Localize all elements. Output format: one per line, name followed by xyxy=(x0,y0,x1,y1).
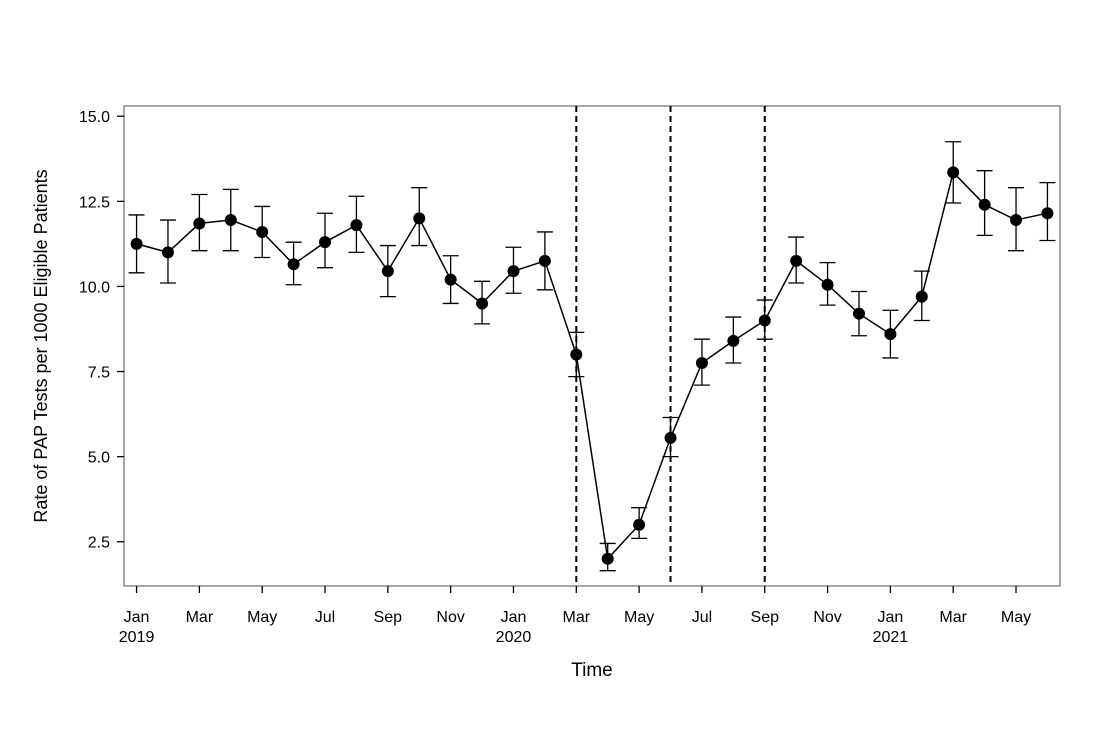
x-tick-label: Jan xyxy=(124,609,150,626)
x-tick-label: May xyxy=(247,609,277,626)
x-tick-label: May xyxy=(1001,609,1031,626)
x-tick-label: Mar xyxy=(939,609,967,626)
x-tick-label: Jul xyxy=(692,609,712,626)
y-tick-label: 7.5 xyxy=(88,365,110,382)
data-point xyxy=(319,236,332,249)
y-axis: 2.5 5.0 7.5 10.0 12.5 15.0 xyxy=(79,109,124,552)
x-tick-year-label: 2020 xyxy=(496,629,532,646)
x-tick-label: Sep xyxy=(751,609,780,626)
data-point xyxy=(695,357,708,370)
data-point xyxy=(413,212,426,225)
x-axis: Jan 2019 Mar May Jul Sep Nov Jan 2020 Mar May Jul Se… xyxy=(119,586,1031,646)
x-axis-label: Time xyxy=(571,660,613,681)
data-point xyxy=(224,214,237,227)
data-point xyxy=(350,219,363,232)
data-point xyxy=(476,297,489,310)
y-tick-label: 12.5 xyxy=(79,194,110,211)
data-point xyxy=(570,348,583,361)
plot-frame xyxy=(123,105,1061,587)
data-point xyxy=(1010,214,1023,227)
data-point xyxy=(727,334,740,347)
x-tick-label: Nov xyxy=(436,609,464,626)
data-point xyxy=(947,166,960,179)
data-point xyxy=(130,237,143,250)
x-tick-label: Jan xyxy=(501,609,527,626)
data-point xyxy=(821,278,834,291)
x-tick-year-label: 2021 xyxy=(873,629,909,646)
x-tick-label: Jul xyxy=(315,609,335,626)
data-point xyxy=(790,254,803,267)
data-point xyxy=(758,314,771,327)
data-point xyxy=(381,265,394,278)
data-point xyxy=(884,328,897,341)
data-point xyxy=(664,431,677,444)
data-point xyxy=(256,225,269,238)
data-point xyxy=(444,273,457,286)
data-point xyxy=(193,217,206,230)
data-point xyxy=(287,258,300,271)
data-point xyxy=(507,265,520,278)
data-point xyxy=(1041,207,1054,220)
y-tick-label: 2.5 xyxy=(88,535,110,552)
y-tick-label: 10.0 xyxy=(79,279,110,296)
x-tick-label: Nov xyxy=(813,609,841,626)
series-layer xyxy=(128,141,1056,572)
x-tick-year-label: 2019 xyxy=(119,629,155,646)
data-point xyxy=(978,198,991,211)
y-tick-label: 15.0 xyxy=(79,109,110,126)
x-tick-label: Mar xyxy=(563,609,591,626)
x-tick-label: May xyxy=(624,609,654,626)
data-point xyxy=(915,290,928,303)
x-tick-label: Mar xyxy=(186,609,214,626)
data-point xyxy=(601,552,614,565)
data-point xyxy=(852,307,865,320)
data-point xyxy=(161,246,174,259)
y-tick-label: 5.0 xyxy=(88,450,110,467)
data-point xyxy=(633,518,646,531)
series-line xyxy=(136,170,1048,561)
data-point xyxy=(538,254,551,267)
y-axis-label: Rate of PAP Tests per 1000 Eligible Pati… xyxy=(31,169,51,522)
x-tick-label: Jan xyxy=(877,609,903,626)
x-tick-label: Sep xyxy=(374,609,403,626)
